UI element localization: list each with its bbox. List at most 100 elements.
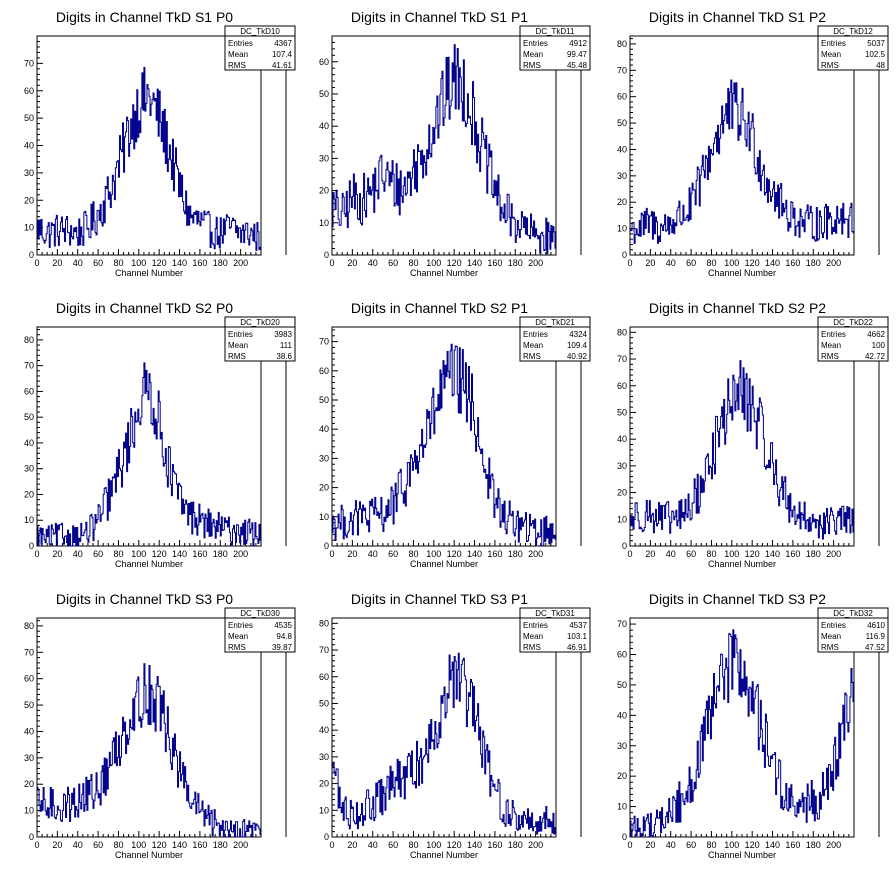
- y-tick-label: 70: [24, 647, 34, 657]
- x-tick-label: 140: [172, 840, 187, 850]
- x-tick-label: 180: [806, 840, 821, 850]
- y-tick-label: 50: [24, 412, 34, 422]
- histogram-line: [630, 629, 854, 838]
- stats-value: 99.47: [567, 50, 588, 59]
- stats-label: Entries: [523, 621, 548, 630]
- y-tick-label: 50: [319, 89, 329, 99]
- x-tick-label: 180: [213, 549, 228, 559]
- x-axis-label: Channel Number: [410, 268, 478, 278]
- stats-label: Mean: [821, 50, 841, 59]
- y-tick-label: 30: [24, 464, 34, 474]
- y-tick-label: 60: [24, 674, 34, 684]
- histogram-panel: Digits in Channel TkD S3 P20 20 40 60 80 100 1…: [617, 591, 889, 860]
- x-axis-label: Channel Number: [410, 850, 478, 860]
- x-tick-label: 120: [447, 840, 462, 850]
- stats-box: [519, 607, 591, 653]
- x-tick-label: 200: [233, 549, 248, 559]
- y-tick-label: 30: [24, 753, 34, 763]
- x-tick-label: 160: [192, 258, 207, 268]
- y-tick-label: 30: [24, 168, 34, 178]
- stats-label: RMS: [821, 643, 839, 652]
- stats-label: RMS: [523, 643, 541, 652]
- x-tick-label: 160: [487, 258, 502, 268]
- x-tick-label: 100: [131, 840, 146, 850]
- y-tick-label: 10: [24, 806, 34, 816]
- x-tick-label: 60: [388, 840, 398, 850]
- x-tick-label: 140: [765, 258, 780, 268]
- y-tick-label: 70: [617, 65, 627, 75]
- stats-value: 46.91: [567, 643, 588, 652]
- y-tick-label: 0: [324, 832, 329, 842]
- x-tick-label: 180: [508, 840, 523, 850]
- y-tick-label: 0: [29, 832, 34, 842]
- x-tick-label: 0: [627, 549, 632, 559]
- x-tick-label: 200: [826, 258, 841, 268]
- histogram-panel: Digits in Channel TkD S3 P10 20 40 60 80 100 1…: [319, 591, 591, 860]
- y-tick-label: 30: [319, 153, 329, 163]
- y-tick-label: 80: [617, 327, 627, 337]
- stats-value: 41.61: [272, 61, 293, 70]
- stats-value: 47.52: [865, 643, 886, 652]
- x-tick-label: 100: [131, 549, 146, 559]
- x-tick-label: 200: [528, 258, 543, 268]
- stats-name: DC_TkD12: [833, 27, 873, 36]
- stats-label: Mean: [523, 50, 543, 59]
- stats-label: Entries: [228, 39, 253, 48]
- y-tick-label: 60: [319, 57, 329, 67]
- histogram-line: [332, 343, 556, 547]
- stats-value: 4535: [274, 621, 292, 630]
- y-tick-label: 80: [24, 335, 34, 345]
- y-tick-label: 20: [319, 483, 329, 493]
- stats-value: 38.6: [276, 352, 292, 361]
- histogram-line: [37, 66, 261, 251]
- y-tick-label: 0: [29, 250, 34, 260]
- x-tick-label: 140: [467, 258, 482, 268]
- x-tick-label: 20: [347, 258, 357, 268]
- stats-value: 116.9: [866, 632, 886, 641]
- y-tick-label: 40: [319, 725, 329, 735]
- y-tick-label: 60: [319, 672, 329, 682]
- x-tick-label: 160: [192, 549, 207, 559]
- x-tick-label: 80: [408, 840, 418, 850]
- y-tick-label: 50: [617, 118, 627, 128]
- stats-value: 45.48: [567, 61, 588, 70]
- chart-title: Digits in Channel TkD S2 P2: [649, 300, 826, 316]
- stats-label: Entries: [228, 621, 253, 630]
- x-tick-label: 160: [192, 840, 207, 850]
- stats-label: Entries: [523, 39, 548, 48]
- y-tick-label: 70: [24, 58, 34, 68]
- x-tick-label: 180: [806, 258, 821, 268]
- x-tick-label: 140: [765, 840, 780, 850]
- x-axis-label: Channel Number: [708, 559, 776, 569]
- y-tick-label: 70: [24, 361, 34, 371]
- stats-label: RMS: [821, 352, 839, 361]
- x-tick-label: 0: [329, 549, 334, 559]
- y-tick-label: 30: [617, 461, 627, 471]
- y-tick-label: 20: [24, 195, 34, 205]
- x-tick-label: 200: [528, 549, 543, 559]
- x-tick-label: 80: [113, 840, 123, 850]
- x-tick-label: 180: [806, 549, 821, 559]
- y-tick-label: 70: [319, 645, 329, 655]
- x-tick-label: 0: [34, 549, 39, 559]
- x-tick-label: 0: [34, 258, 39, 268]
- x-axis-label: Channel Number: [115, 268, 183, 278]
- histogram-panel: Digits in Channel TkD S1 P10 20 40 60 80 100 1…: [319, 9, 591, 278]
- x-tick-label: 140: [172, 549, 187, 559]
- x-tick-label: 60: [93, 258, 103, 268]
- x-tick-label: 0: [627, 840, 632, 850]
- stats-box: [817, 607, 889, 653]
- x-tick-label: 180: [213, 258, 228, 268]
- y-tick-label: 70: [319, 337, 329, 347]
- stats-box: [519, 25, 591, 71]
- x-tick-label: 0: [627, 258, 632, 268]
- x-tick-label: 60: [686, 840, 696, 850]
- stats-value: 94.8: [276, 632, 292, 641]
- y-tick-label: 60: [24, 386, 34, 396]
- x-tick-label: 40: [73, 840, 83, 850]
- stats-value: 107.4: [272, 50, 293, 59]
- x-tick-label: 120: [152, 258, 167, 268]
- x-tick-label: 180: [213, 840, 228, 850]
- stats-label: Mean: [821, 632, 841, 641]
- x-tick-label: 120: [152, 549, 167, 559]
